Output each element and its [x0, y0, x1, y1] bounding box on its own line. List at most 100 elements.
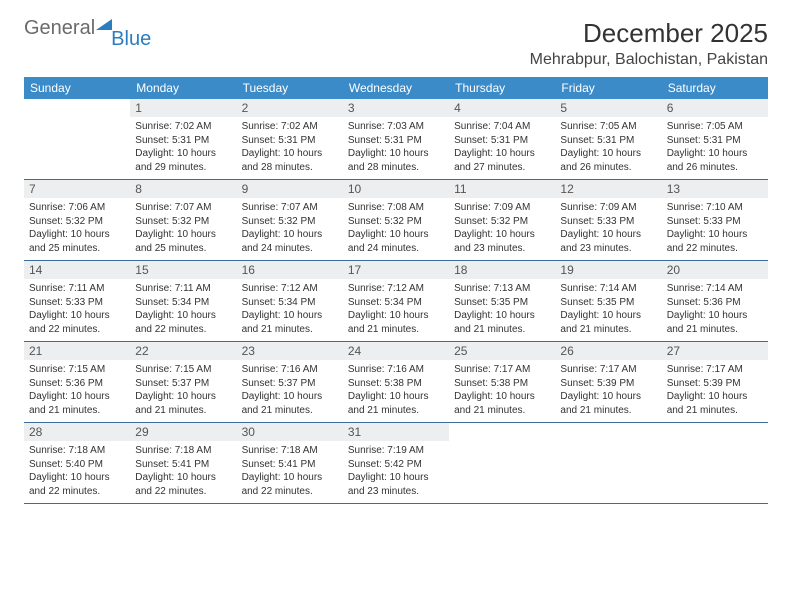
week-row: 28 Sunrise: 7:18 AM Sunset: 5:40 PM Dayligh…: [24, 423, 768, 504]
day-details: Sunrise: 7:12 AMSunset: 5:34 PMDaylight:…: [343, 279, 449, 341]
sunrise-text: Sunrise: 7:17 AM: [667, 363, 763, 377]
day-details: Sunrise: 7:19 AMSunset: 5:42 PMDaylight:…: [343, 441, 449, 503]
daylight-text: Daylight: 10 hours and 29 minutes.: [135, 147, 231, 174]
month-title: December 2025: [530, 18, 768, 49]
sunset-text: Sunset: 5:41 PM: [242, 458, 338, 472]
sunrise-text: Sunrise: 7:07 AM: [135, 201, 231, 215]
day-number: 16: [237, 261, 343, 279]
logo-text-2: Blue: [111, 29, 151, 49]
day-cell: 2Sunrise: 7:02 AMSunset: 5:31 PMDaylight…: [237, 99, 343, 179]
sunrise-text: Sunrise: 7:17 AM: [560, 363, 656, 377]
sunset-text: Sunset: 5:32 PM: [29, 215, 125, 229]
week-row: 21Sunrise: 7:15 AMSunset: 5:36 PMDayligh…: [24, 342, 768, 423]
sunrise-text: Sunrise: 7:18 AM: [135, 444, 231, 458]
sunrise-text: Sunrise: 7:15 AM: [29, 363, 125, 377]
day-cell: 9Sunrise: 7:07 AMSunset: 5:32 PMDaylight…: [237, 180, 343, 260]
day-number: 24: [343, 342, 449, 360]
day-number: 21: [24, 342, 130, 360]
day-cell: 5Sunrise: 7:05 AMSunset: 5:31 PMDaylight…: [555, 99, 661, 179]
day-number: 18: [449, 261, 555, 279]
sunrise-text: Sunrise: 7:02 AM: [135, 120, 231, 134]
sunset-text: Sunset: 5:31 PM: [667, 134, 763, 148]
day-details: Sunrise: 7:17 AMSunset: 5:39 PMDaylight:…: [662, 360, 768, 422]
day-number: 14: [24, 261, 130, 279]
day-number: 5: [555, 99, 661, 117]
daylight-text: Daylight: 10 hours and 22 minutes.: [135, 309, 231, 336]
daylight-text: Daylight: 10 hours and 21 minutes.: [135, 390, 231, 417]
sunset-text: Sunset: 5:40 PM: [29, 458, 125, 472]
daylight-text: Daylight: 10 hours and 21 minutes.: [560, 309, 656, 336]
day-details: Sunrise: 7:16 AMSunset: 5:38 PMDaylight:…: [343, 360, 449, 422]
sunset-text: Sunset: 5:36 PM: [667, 296, 763, 310]
day-details: Sunrise: 7:09 AMSunset: 5:33 PMDaylight:…: [555, 198, 661, 260]
daylight-text: Daylight: 10 hours and 21 minutes.: [454, 390, 550, 417]
day-cell: 24Sunrise: 7:16 AMSunset: 5:38 PMDayligh…: [343, 342, 449, 422]
daylight-text: Daylight: 10 hours and 28 minutes.: [348, 147, 444, 174]
day-number: 17: [343, 261, 449, 279]
day-number: 19: [555, 261, 661, 279]
day-details: Sunrise: 7:18 AMSunset: 5:41 PMDaylight:…: [130, 441, 236, 503]
week-row: 1Sunrise: 7:02 AMSunset: 5:31 PMDaylight…: [24, 99, 768, 180]
sunset-text: Sunset: 5:38 PM: [348, 377, 444, 391]
sunrise-text: Sunrise: 7:04 AM: [454, 120, 550, 134]
day-details: Sunrise: 7:06 AMSunset: 5:32 PMDaylight:…: [24, 198, 130, 260]
daylight-text: Daylight: 10 hours and 24 minutes.: [242, 228, 338, 255]
sunset-text: Sunset: 5:31 PM: [454, 134, 550, 148]
day-details: Sunrise: 7:11 AMSunset: 5:33 PMDaylight:…: [24, 279, 130, 341]
day-details: Sunrise: 7:07 AMSunset: 5:32 PMDaylight:…: [237, 198, 343, 260]
sunrise-text: Sunrise: 7:05 AM: [667, 120, 763, 134]
day-number: 15: [130, 261, 236, 279]
day-cell: 28Sunrise: 7:18 AMSunset: 5:40 PMDayligh…: [24, 423, 130, 503]
day-cell: 29Sunrise: 7:18 AMSunset: 5:41 PMDayligh…: [130, 423, 236, 503]
sunset-text: Sunset: 5:31 PM: [242, 134, 338, 148]
day-cell: 20Sunrise: 7:14 AMSunset: 5:36 PMDayligh…: [662, 261, 768, 341]
daylight-text: Daylight: 10 hours and 21 minutes.: [560, 390, 656, 417]
sunset-text: Sunset: 5:31 PM: [560, 134, 656, 148]
daylight-text: Daylight: 10 hours and 21 minutes.: [667, 390, 763, 417]
day-cell: [555, 423, 661, 503]
daylight-text: Daylight: 10 hours and 21 minutes.: [454, 309, 550, 336]
day-details: Sunrise: 7:02 AMSunset: 5:31 PMDaylight:…: [237, 117, 343, 179]
sunset-text: Sunset: 5:39 PM: [560, 377, 656, 391]
sunrise-text: Sunrise: 7:18 AM: [242, 444, 338, 458]
daylight-text: Daylight: 10 hours and 26 minutes.: [667, 147, 763, 174]
header: General Blue December 2025 Mehrabpur, Ba…: [24, 18, 768, 69]
day-details: Sunrise: 7:17 AMSunset: 5:38 PMDaylight:…: [449, 360, 555, 422]
day-cell: 11Sunrise: 7:09 AMSunset: 5:32 PMDayligh…: [449, 180, 555, 260]
day-details: Sunrise: 7:05 AMSunset: 5:31 PMDaylight:…: [555, 117, 661, 179]
calendar-page: General Blue December 2025 Mehrabpur, Ba…: [0, 0, 792, 522]
day-cell: 23Sunrise: 7:16 AMSunset: 5:37 PMDayligh…: [237, 342, 343, 422]
day-cell: 17Sunrise: 7:12 AMSunset: 5:34 PMDayligh…: [343, 261, 449, 341]
day-number: 25: [449, 342, 555, 360]
day-details: Sunrise: 7:05 AMSunset: 5:31 PMDaylight:…: [662, 117, 768, 179]
sunrise-text: Sunrise: 7:06 AM: [29, 201, 125, 215]
day-number: 31: [343, 423, 449, 441]
daylight-text: Daylight: 10 hours and 22 minutes.: [667, 228, 763, 255]
day-number: 28: [24, 423, 130, 441]
sunrise-text: Sunrise: 7:02 AM: [242, 120, 338, 134]
weekday-header: Friday: [555, 77, 661, 99]
day-number: 7: [24, 180, 130, 198]
daylight-text: Daylight: 10 hours and 28 minutes.: [242, 147, 338, 174]
day-details: Sunrise: 7:14 AMSunset: 5:35 PMDaylight:…: [555, 279, 661, 341]
daylight-text: Daylight: 10 hours and 21 minutes.: [242, 390, 338, 417]
sunrise-text: Sunrise: 7:10 AM: [667, 201, 763, 215]
day-details: Sunrise: 7:08 AMSunset: 5:32 PMDaylight:…: [343, 198, 449, 260]
day-number: 2: [237, 99, 343, 117]
day-cell: 30Sunrise: 7:18 AMSunset: 5:41 PMDayligh…: [237, 423, 343, 503]
sunset-text: Sunset: 5:32 PM: [135, 215, 231, 229]
week-row: 7Sunrise: 7:06 AMSunset: 5:32 PMDaylight…: [24, 180, 768, 261]
daylight-text: Daylight: 10 hours and 21 minutes.: [29, 390, 125, 417]
day-cell: 25Sunrise: 7:17 AMSunset: 5:38 PMDayligh…: [449, 342, 555, 422]
daylight-text: Daylight: 10 hours and 24 minutes.: [348, 228, 444, 255]
sunset-text: Sunset: 5:35 PM: [560, 296, 656, 310]
sunset-text: Sunset: 5:41 PM: [135, 458, 231, 472]
daylight-text: Daylight: 10 hours and 22 minutes.: [135, 471, 231, 498]
sunrise-text: Sunrise: 7:16 AM: [348, 363, 444, 377]
sunrise-text: Sunrise: 7:15 AM: [135, 363, 231, 377]
day-cell: [24, 99, 130, 179]
day-cell: 4Sunrise: 7:04 AMSunset: 5:31 PMDaylight…: [449, 99, 555, 179]
sunset-text: Sunset: 5:34 PM: [135, 296, 231, 310]
weekday-header: Wednesday: [343, 77, 449, 99]
day-number: 22: [130, 342, 236, 360]
